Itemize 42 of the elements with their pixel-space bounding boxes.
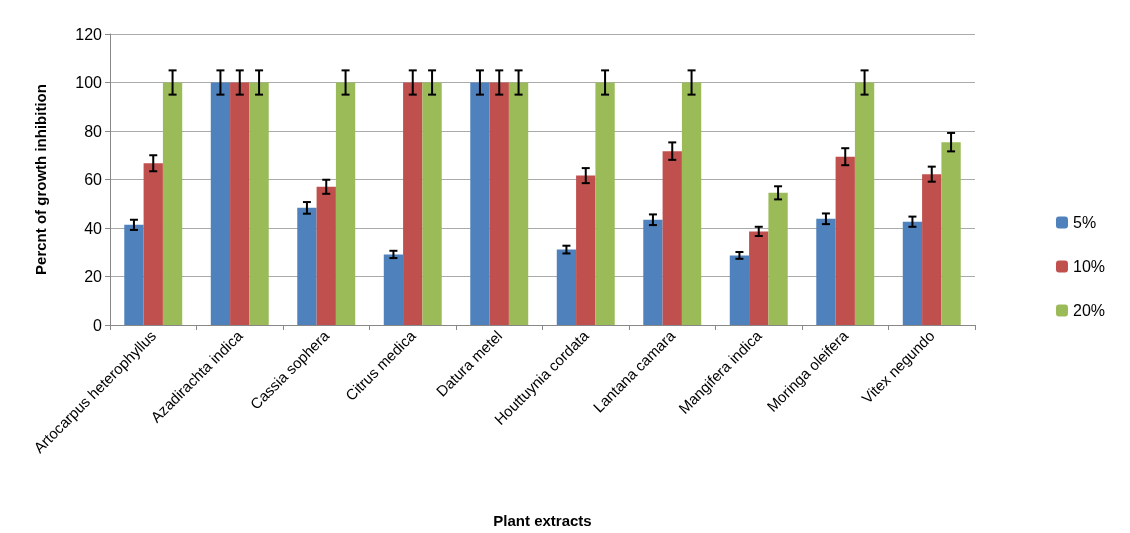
bar [297, 207, 317, 325]
bar [335, 82, 356, 325]
bar [556, 249, 577, 325]
bar [422, 82, 442, 325]
y-tick-label: 80 [84, 122, 103, 140]
y-axis-title: Percnt of growth inhibition [32, 84, 49, 275]
bar [576, 175, 596, 325]
bar [922, 174, 942, 325]
bar [316, 186, 336, 325]
y-tick-label: 100 [75, 74, 103, 91]
bar [643, 219, 663, 325]
bar [143, 163, 163, 325]
bar [941, 142, 961, 325]
y-tick-label: 40 [84, 219, 103, 237]
bar [902, 221, 923, 325]
bar [249, 82, 269, 325]
bar [403, 82, 423, 325]
legend-label: 10% [1072, 258, 1106, 275]
legend-label: 20% [1072, 302, 1106, 319]
legend-label: 5% [1072, 214, 1097, 231]
bar [729, 255, 750, 325]
bar [230, 82, 250, 325]
y-tick-label: 20 [84, 268, 103, 285]
bar [124, 224, 144, 325]
bar [681, 82, 702, 325]
bar [835, 156, 855, 325]
bar [749, 231, 769, 325]
bar [768, 192, 788, 325]
bar [595, 82, 615, 325]
bar [662, 151, 682, 325]
bar [210, 82, 231, 325]
bar [162, 82, 183, 325]
bar [816, 218, 836, 325]
bar [470, 82, 490, 325]
bar [383, 254, 404, 325]
y-tick-label: 0 [93, 316, 103, 334]
bar [489, 82, 509, 325]
bar [508, 82, 529, 325]
y-tick-label: 60 [84, 171, 103, 188]
x-axis-title: Plant extracts [493, 512, 592, 529]
bar [854, 82, 875, 325]
y-tick-label: 120 [75, 25, 103, 43]
